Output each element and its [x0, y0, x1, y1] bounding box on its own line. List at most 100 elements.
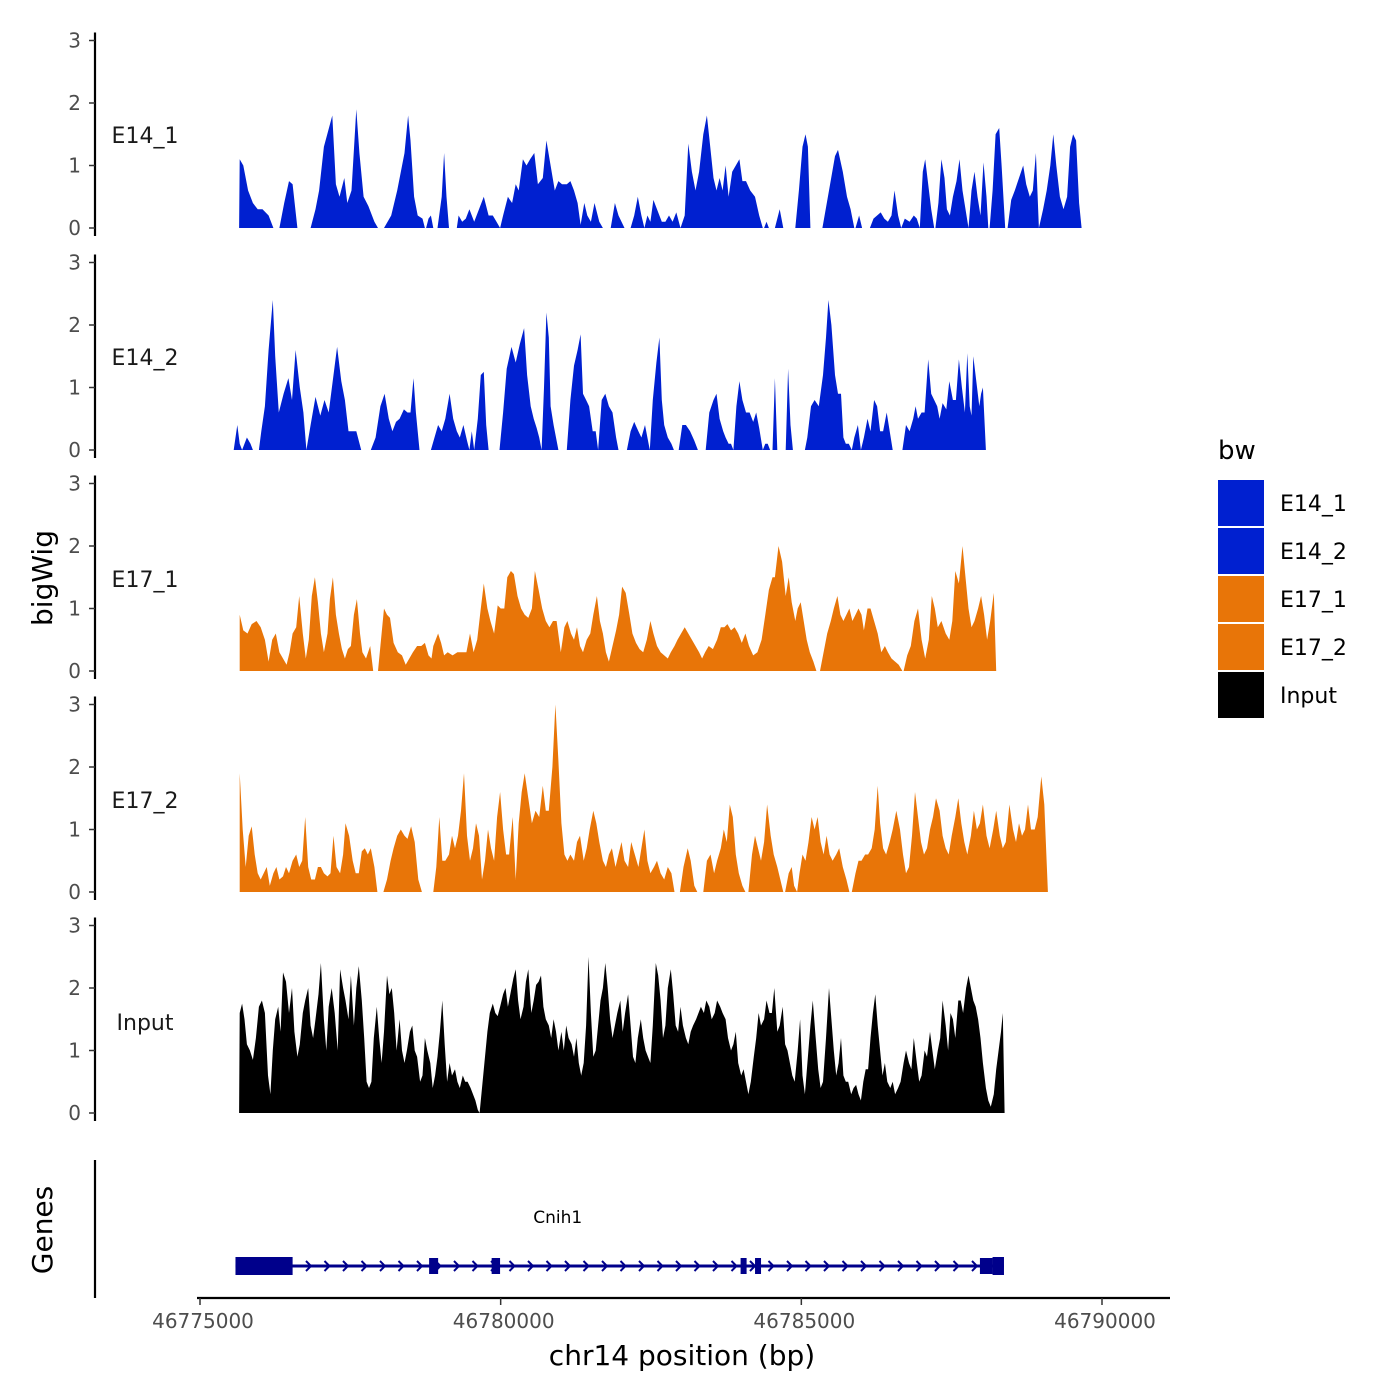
y-tick-label: 0 [68, 1101, 81, 1125]
legend-key-E14_1 [1218, 480, 1264, 526]
x-axis: 46775000 46780000 46785000 46790000 [152, 1296, 1170, 1333]
strand-arrow [804, 1260, 812, 1272]
track-E14_1: 0 1 2 3 E14_1 [68, 29, 1082, 240]
x-axis-title: chr14 position (bp) [549, 1339, 815, 1372]
strand-arrow [915, 1260, 923, 1272]
y-tick-label: 2 [68, 313, 81, 337]
y-tick-label: 0 [68, 659, 81, 683]
x-tick-label: 46775000 [152, 1309, 254, 1333]
y-tick-label: 2 [68, 976, 81, 1000]
x-tick-label: 46790000 [1054, 1309, 1156, 1333]
y-tick-label: 3 [68, 693, 81, 717]
strand-arrow [601, 1260, 609, 1272]
y-tick-label: 3 [68, 251, 81, 275]
strand-arrow [952, 1260, 960, 1272]
strand-arrow [878, 1260, 886, 1272]
y-tick-label: 2 [68, 534, 81, 558]
legend-key-E17_1 [1218, 576, 1264, 622]
strand-arrow [786, 1260, 794, 1272]
strand-arrow [453, 1260, 461, 1272]
gene-exon [235, 1257, 293, 1275]
strand-arrow [934, 1260, 942, 1272]
strand-arrow [823, 1260, 831, 1272]
coverage-area-E17_1 [239, 546, 997, 671]
y-tick-label: 1 [68, 376, 81, 400]
y-tick-label: 2 [68, 755, 81, 779]
strand-arrow [564, 1260, 572, 1272]
y-axis-title: bigWig [26, 530, 59, 626]
gene-exon [429, 1258, 439, 1274]
strand-arrow [471, 1260, 479, 1272]
legend-key-E17_2 [1218, 624, 1264, 670]
gene-exon [491, 1258, 501, 1274]
strand-arrow [712, 1260, 720, 1272]
legend-label-E14_1: E14_1 [1280, 492, 1347, 517]
legend-key-Input [1218, 672, 1264, 718]
gene-Cnih1: Cnih1 [235, 1208, 1004, 1275]
strand-arrow [841, 1260, 849, 1272]
coverage-area-Input [239, 956, 1005, 1113]
y-tick-label: 1 [68, 154, 81, 178]
y-tick-label: 0 [68, 880, 81, 904]
gene-exon [755, 1258, 762, 1274]
gene-track: Cnih1 [93, 1160, 1004, 1298]
strand-arrow [323, 1260, 331, 1272]
gene-exon [992, 1257, 1004, 1275]
strand-arrow [508, 1260, 516, 1272]
y-tick-label: 3 [68, 914, 81, 938]
strand-arrow [545, 1260, 553, 1272]
legend-key-E14_2 [1218, 528, 1264, 574]
track-E17_1: 0 1 2 3 E17_1 [68, 472, 997, 683]
gene-exon [740, 1258, 747, 1274]
strand-arrow [342, 1260, 350, 1272]
strand-arrow [971, 1260, 979, 1272]
coverage-area-E17_2 [239, 704, 1048, 892]
genes-track-title: Genes [26, 1186, 59, 1274]
legend-title: bw [1218, 436, 1256, 466]
legend-label-Input: Input [1280, 684, 1337, 709]
strand-arrow [730, 1260, 738, 1272]
track-label-Input: Input [117, 1011, 174, 1036]
y-tick-label: 1 [68, 597, 81, 621]
strand-arrow [638, 1260, 646, 1272]
gene-exon [979, 1258, 993, 1274]
y-tick-label: 2 [68, 91, 81, 115]
coverage-tracks: 0 1 2 3 E14_1 0 1 2 3 E14_2 0 1 2 3 E17_1 0 1 2 3 E17_2 0 1 2 3… [68, 29, 1082, 1125]
legend: bw E14_1 E14_2 E17_1 E17_2 Input [1218, 436, 1347, 718]
strand-arrow [305, 1260, 313, 1272]
track-label-E17_2: E17_2 [112, 789, 179, 814]
legend-label-E17_2: E17_2 [1280, 636, 1347, 661]
legend-label-E14_2: E14_2 [1280, 540, 1347, 565]
y-tick-label: 1 [68, 818, 81, 842]
strand-arrow [897, 1260, 905, 1272]
strand-arrow [749, 1260, 757, 1272]
strand-arrow [675, 1260, 683, 1272]
y-tick-label: 3 [68, 472, 81, 496]
y-tick-label: 0 [68, 438, 81, 462]
track-Input: 0 1 2 3 Input [68, 914, 1005, 1125]
strand-arrow [619, 1260, 627, 1272]
x-tick-label: 46780000 [453, 1309, 555, 1333]
track-E17_2: 0 1 2 3 E17_2 [68, 693, 1048, 904]
coverage-area-E14_1 [239, 109, 1082, 228]
track-label-E14_1: E14_1 [112, 124, 179, 149]
strand-arrow [582, 1260, 590, 1272]
y-tick-label: 1 [68, 1039, 81, 1063]
strand-arrow [860, 1260, 868, 1272]
y-tick-label: 3 [68, 29, 81, 53]
strand-arrow [656, 1260, 664, 1272]
legend-label-E17_1: E17_1 [1280, 588, 1347, 613]
y-tick-label: 0 [68, 216, 81, 240]
strand-arrow [379, 1260, 387, 1272]
gene-label: Cnih1 [533, 1208, 582, 1228]
track-label-E14_2: E14_2 [112, 346, 179, 371]
strand-arrow [360, 1260, 368, 1272]
track-E14_2: 0 1 2 3 E14_2 [68, 251, 986, 462]
strand-arrow [397, 1260, 405, 1272]
coverage-area-E14_2 [233, 300, 986, 450]
x-tick-label: 46785000 [753, 1309, 855, 1333]
strand-arrow [416, 1260, 424, 1272]
strand-arrow [767, 1260, 775, 1272]
strand-arrow [527, 1260, 535, 1272]
